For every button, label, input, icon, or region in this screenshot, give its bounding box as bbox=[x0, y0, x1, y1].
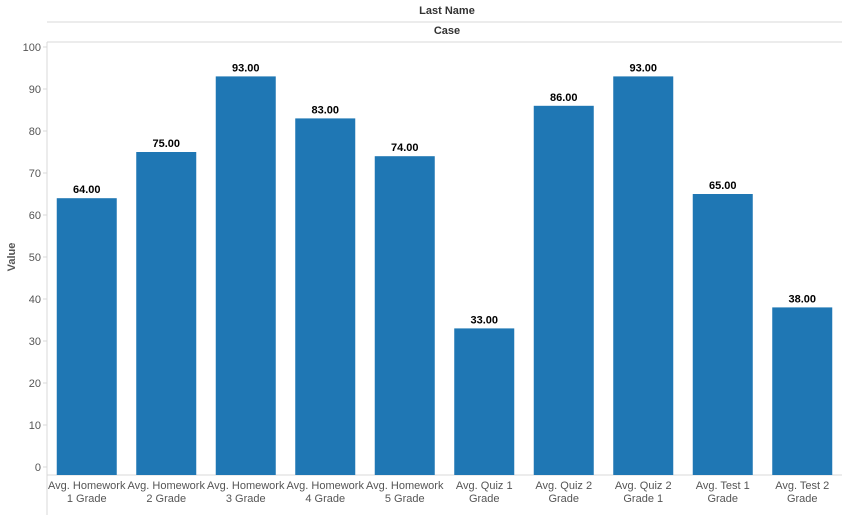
bar-value-label: 38.00 bbox=[788, 293, 816, 305]
x-tick-label: Grade bbox=[707, 493, 738, 505]
x-tick-label: Grade 1 bbox=[623, 493, 663, 505]
bar[interactable] bbox=[56, 198, 117, 475]
y-axis-label: Value bbox=[6, 243, 18, 272]
x-tick-label: Avg. Homework bbox=[48, 480, 126, 492]
x-tick-label: Grade bbox=[787, 493, 818, 505]
y-tick-label: 10 bbox=[29, 420, 41, 432]
x-tick-label: 2 Grade bbox=[146, 493, 186, 505]
bar-value-label: 65.00 bbox=[709, 180, 737, 192]
x-tick-label: Grade bbox=[548, 493, 579, 505]
x-tick-label: 1 Grade bbox=[67, 493, 107, 505]
x-tick-label: 3 Grade bbox=[226, 493, 266, 505]
y-tick-label: 0 bbox=[35, 462, 41, 474]
header-case: Case bbox=[434, 25, 460, 37]
x-tick-label: 5 Grade bbox=[385, 493, 425, 505]
bar[interactable] bbox=[772, 307, 833, 475]
y-tick-label: 80 bbox=[29, 126, 41, 138]
x-tick-label: Avg. Quiz 2 bbox=[535, 480, 592, 492]
y-tick-label: 30 bbox=[29, 336, 41, 348]
bar-value-label: 74.00 bbox=[391, 142, 419, 154]
bar-value-label: 33.00 bbox=[470, 314, 498, 326]
y-tick-label: 50 bbox=[29, 252, 41, 264]
data-labels-group: 64.00 75.00 93.00 83.00 74.00 33.00 86.00 93.00… bbox=[73, 62, 816, 326]
y-tick-label: 90 bbox=[29, 84, 41, 96]
bar[interactable] bbox=[374, 156, 435, 475]
bar-value-label: 86.00 bbox=[550, 92, 578, 104]
x-tick-label: Grade bbox=[469, 493, 500, 505]
bar[interactable] bbox=[613, 76, 674, 476]
bar[interactable] bbox=[533, 105, 594, 476]
bar[interactable] bbox=[136, 152, 197, 475]
x-tick-label: Avg. Quiz 1 bbox=[456, 480, 513, 492]
x-tick-label: Avg. Homework bbox=[366, 480, 444, 492]
bar-value-label: 83.00 bbox=[311, 104, 339, 116]
bar-value-label: 93.00 bbox=[232, 62, 260, 74]
x-tick-label: Avg. Test 1 bbox=[696, 480, 750, 492]
x-tick-label: 4 Grade bbox=[305, 493, 345, 505]
x-tick-label: Avg. Test 2 bbox=[775, 480, 829, 492]
header-last-name: Last Name bbox=[419, 5, 475, 17]
bar-value-label: 75.00 bbox=[152, 138, 180, 150]
x-tick-label: Avg. Homework bbox=[207, 480, 285, 492]
bars-group bbox=[56, 76, 833, 476]
bar[interactable] bbox=[215, 76, 276, 476]
x-tick-label: Avg. Quiz 2 bbox=[615, 480, 672, 492]
y-tick-label: 20 bbox=[29, 378, 41, 390]
y-tick-label: 70 bbox=[29, 168, 41, 180]
bar[interactable] bbox=[454, 328, 515, 475]
y-tick-label: 100 bbox=[23, 42, 41, 54]
bar[interactable] bbox=[692, 194, 753, 475]
bar[interactable] bbox=[295, 118, 356, 476]
x-tick-label: Avg. Homework bbox=[128, 480, 206, 492]
y-tick-label: 40 bbox=[29, 294, 41, 306]
bar-value-label: 64.00 bbox=[73, 184, 101, 196]
x-tick-label: Avg. Homework bbox=[287, 480, 365, 492]
y-tick-label: 60 bbox=[29, 210, 41, 222]
bar-value-label: 93.00 bbox=[629, 62, 657, 74]
y-axis-ticks: 0 10 20 30 40 50 60 70 80 90 100 bbox=[23, 42, 47, 474]
